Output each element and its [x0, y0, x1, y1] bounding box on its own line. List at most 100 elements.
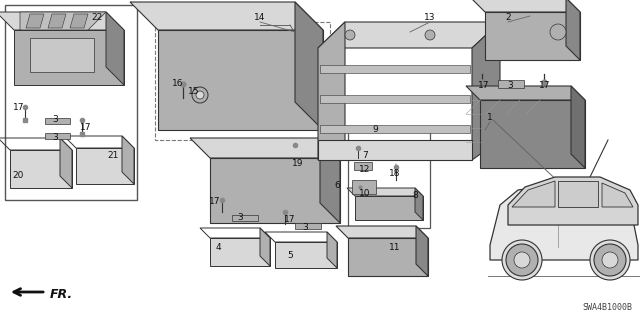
Polygon shape: [232, 215, 258, 221]
Text: 18: 18: [389, 168, 401, 177]
Text: 15: 15: [188, 87, 200, 97]
Text: 13: 13: [424, 13, 436, 23]
Polygon shape: [14, 30, 124, 85]
Polygon shape: [415, 188, 423, 220]
Text: 3: 3: [507, 81, 513, 91]
Circle shape: [514, 252, 530, 268]
Circle shape: [590, 240, 630, 280]
Bar: [358, 209, 419, 216]
Bar: [162, 66, 319, 78]
Polygon shape: [318, 22, 345, 160]
Polygon shape: [295, 2, 323, 130]
Text: 19: 19: [292, 159, 304, 167]
Bar: [348, 128, 430, 228]
Bar: [352, 242, 425, 253]
Polygon shape: [275, 242, 337, 268]
Circle shape: [192, 87, 208, 103]
Circle shape: [196, 91, 204, 99]
Polygon shape: [508, 177, 638, 225]
Polygon shape: [490, 185, 638, 260]
Text: 22: 22: [92, 13, 102, 23]
Bar: [5, 5, 137, 200]
Polygon shape: [480, 100, 585, 168]
Text: FR.: FR.: [50, 288, 73, 301]
Bar: [162, 84, 319, 96]
Polygon shape: [0, 12, 124, 30]
Polygon shape: [30, 38, 94, 72]
Text: 3: 3: [302, 224, 308, 233]
Polygon shape: [320, 138, 340, 223]
Circle shape: [506, 244, 538, 276]
Polygon shape: [158, 30, 323, 130]
Text: 3: 3: [52, 115, 58, 124]
Polygon shape: [471, 0, 580, 12]
Polygon shape: [210, 238, 270, 266]
Polygon shape: [10, 150, 72, 188]
Bar: [166, 54, 231, 116]
Bar: [489, 16, 574, 54]
Bar: [215, 162, 333, 174]
Polygon shape: [355, 196, 423, 220]
Polygon shape: [602, 183, 633, 207]
Text: 1: 1: [487, 114, 493, 122]
Polygon shape: [472, 22, 500, 160]
Text: 21: 21: [108, 151, 118, 160]
Bar: [215, 196, 333, 208]
Text: 5: 5: [287, 250, 293, 259]
Text: 11: 11: [389, 243, 401, 253]
Polygon shape: [336, 226, 428, 238]
Bar: [358, 200, 419, 207]
Circle shape: [502, 240, 542, 280]
Polygon shape: [327, 232, 337, 268]
Polygon shape: [76, 148, 134, 184]
Polygon shape: [318, 140, 472, 160]
Text: 20: 20: [12, 170, 24, 180]
Polygon shape: [20, 12, 106, 30]
Circle shape: [345, 30, 355, 40]
Polygon shape: [45, 133, 70, 139]
Polygon shape: [320, 65, 470, 73]
Text: 8: 8: [412, 191, 418, 201]
Bar: [493, 20, 538, 30]
Bar: [238, 54, 312, 116]
Polygon shape: [295, 223, 321, 229]
Polygon shape: [566, 0, 580, 60]
Polygon shape: [48, 14, 66, 28]
Polygon shape: [466, 86, 585, 100]
Text: 4: 4: [215, 243, 221, 253]
Text: 12: 12: [359, 166, 371, 174]
Text: SWA4B1000B: SWA4B1000B: [582, 303, 632, 312]
Polygon shape: [416, 226, 428, 276]
Polygon shape: [354, 162, 372, 170]
Polygon shape: [318, 22, 500, 48]
Text: 17: 17: [540, 81, 551, 91]
Bar: [14, 154, 68, 184]
Polygon shape: [347, 188, 423, 196]
Polygon shape: [122, 136, 134, 184]
Bar: [493, 34, 538, 44]
Bar: [155, 22, 330, 140]
Polygon shape: [70, 14, 88, 28]
Polygon shape: [210, 158, 340, 223]
Polygon shape: [190, 138, 340, 158]
Polygon shape: [60, 138, 72, 188]
Polygon shape: [571, 86, 585, 168]
Polygon shape: [45, 118, 70, 124]
Text: 6: 6: [334, 182, 340, 190]
Circle shape: [594, 244, 626, 276]
Bar: [162, 102, 319, 114]
Text: 17: 17: [13, 103, 25, 113]
Circle shape: [602, 252, 618, 268]
Polygon shape: [485, 12, 580, 60]
Bar: [162, 48, 319, 60]
Polygon shape: [260, 228, 270, 266]
Polygon shape: [498, 80, 524, 88]
Polygon shape: [26, 14, 44, 28]
Text: 7: 7: [362, 151, 368, 160]
Text: 17: 17: [80, 123, 92, 132]
Polygon shape: [106, 12, 124, 85]
Polygon shape: [320, 125, 470, 133]
Bar: [80, 152, 130, 180]
Circle shape: [425, 30, 435, 40]
Bar: [215, 179, 333, 191]
